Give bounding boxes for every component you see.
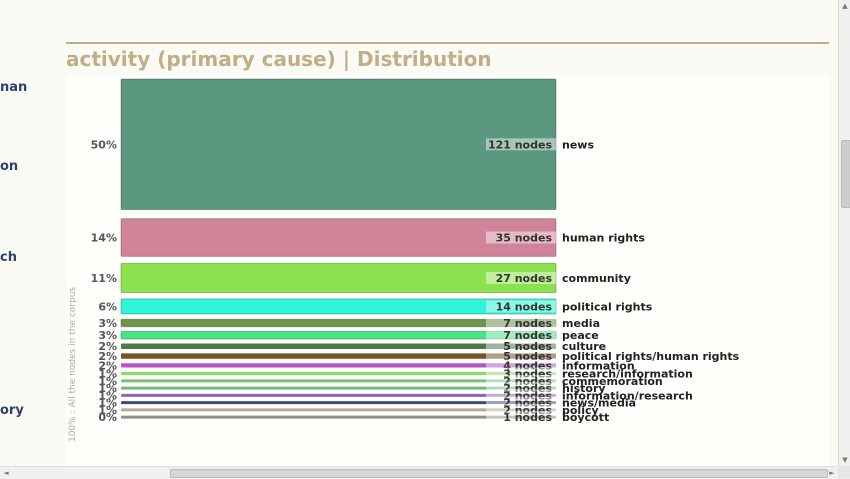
scroll-right-arrow-icon[interactable]: ►: [829, 469, 835, 477]
distribution-chart: 50% 121 nodes news 14% 35 nodes human rights 1…: [91, 78, 740, 424]
left-fragment-1[interactable]: nan: [0, 80, 28, 95]
value-label-bg-information-research: [486, 389, 556, 402]
category-label-peace: peace: [562, 329, 599, 342]
category-label-media: media: [562, 317, 600, 330]
percent-label-community: 11%: [91, 272, 117, 285]
percent-label-peace: 3%: [98, 329, 117, 342]
value-label-community: 27 nodes: [496, 272, 553, 285]
percent-label-human-rights: 14%: [91, 232, 117, 245]
bar-commemoration: [121, 379, 556, 383]
value-label-news: 121 nodes: [488, 138, 553, 151]
category-label-political-rights-human-rights: political rights/human rights: [562, 350, 740, 363]
category-label-history: history: [562, 382, 606, 395]
value-label-culture: 5 nodes: [503, 340, 552, 353]
left-fragment-2[interactable]: on: [0, 159, 19, 174]
bar-media: [120, 318, 557, 328]
bar-research-information: [121, 371, 556, 376]
value-label-bg-boycott: [486, 411, 556, 424]
value-label-bg-news-media: [486, 396, 556, 409]
value-label-bg-media: [486, 317, 556, 330]
horizontal-scrollbar[interactable]: ◄ ►: [0, 466, 850, 479]
bar-boycott: [121, 415, 556, 419]
value-label-bg-peace: [486, 329, 556, 342]
value-label-political-rights-human-rights: 5 nodes: [503, 350, 552, 363]
distribution-chart-panel: 100% : All the nodes in the corpus 50% 12…: [66, 75, 829, 466]
value-label-media: 7 nodes: [503, 317, 552, 330]
category-label-culture: culture: [562, 340, 606, 353]
value-label-political-rights: 14 nodes: [496, 300, 553, 313]
bar-news: [120, 78, 557, 211]
bar-history: [121, 386, 556, 390]
value-label-bg-policy: [486, 403, 556, 416]
bar-political-rights: [120, 298, 557, 315]
category-label-boycott: boycott: [562, 411, 609, 424]
value-label-bg-culture: [486, 340, 556, 353]
bar-policy: [121, 408, 556, 412]
percent-label-policy: 1%: [98, 404, 117, 417]
percent-label-information: 2%: [98, 359, 117, 372]
percent-label-political-rights-human-rights: 2%: [98, 350, 117, 363]
value-label-bg-commemoration: [486, 374, 556, 387]
bar-community: [120, 262, 557, 294]
horizontal-scroll-thumb[interactable]: [170, 469, 828, 478]
value-label-policy: 2 nodes: [503, 404, 552, 417]
value-label-bg-information: [486, 359, 556, 372]
percent-label-commemoration: 1%: [98, 375, 117, 388]
heading-rule: [66, 42, 829, 44]
percent-label-news-media: 1%: [98, 397, 117, 410]
value-label-bg-history: [486, 382, 556, 395]
category-label-community: community: [562, 272, 631, 285]
value-label-history: 2 nodes: [503, 382, 552, 395]
category-label-policy: policy: [562, 404, 599, 417]
category-label-human-rights: human rights: [562, 232, 645, 245]
scroll-down-arrow-icon[interactable]: ▼: [842, 456, 848, 464]
value-label-information: 4 nodes: [503, 359, 552, 372]
value-label-peace: 7 nodes: [503, 329, 552, 342]
value-label-commemoration: 2 nodes: [503, 375, 552, 388]
bar-peace: [120, 330, 557, 340]
category-label-news-media: news/media: [562, 397, 636, 410]
percent-label-media: 3%: [98, 317, 117, 330]
value-label-bg-political-rights-human-rights: [486, 350, 556, 363]
value-label-news-media: 2 nodes: [503, 397, 552, 410]
percent-label-information-research: 1%: [98, 389, 117, 402]
value-label-bg-news: [486, 138, 556, 151]
category-label-news: news: [562, 138, 594, 151]
percent-label-news: 50%: [91, 138, 117, 151]
category-label-research-information: research/information: [562, 367, 693, 380]
category-label-political-rights: political rights: [562, 300, 653, 313]
value-label-boycott: 1 nodes: [503, 411, 552, 424]
percent-label-history: 1%: [98, 382, 117, 395]
vertical-scrollbar[interactable]: ▲ ▼: [838, 0, 850, 466]
scroll-left-arrow-icon[interactable]: ◄: [3, 469, 9, 477]
value-label-research-information: 3 nodes: [503, 367, 552, 380]
category-label-information: information: [562, 359, 635, 372]
scrollbar-corner: [838, 466, 850, 478]
category-label-commemoration: commemoration: [562, 375, 663, 388]
bar-human-rights: [120, 218, 557, 257]
value-label-bg-human-rights: [486, 231, 556, 244]
value-label-human-rights: 35 nodes: [496, 232, 553, 245]
value-label-bg-community: [486, 271, 556, 284]
category-label-information-research: information/research: [562, 389, 693, 402]
value-label-bg-political-rights: [486, 300, 556, 313]
scroll-up-arrow-icon[interactable]: ▲: [842, 2, 848, 10]
bar-information: [121, 363, 556, 368]
vertical-scroll-thumb[interactable]: [841, 140, 850, 208]
percent-label-culture: 2%: [98, 340, 117, 353]
left-fragment-4[interactable]: ory: [0, 403, 24, 418]
page-title: activity (primary cause) | Distribution: [66, 47, 492, 71]
bar-political-rights-human-rights: [121, 353, 556, 359]
bar-culture: [121, 343, 556, 349]
percent-label-research-information: 1%: [98, 367, 117, 380]
value-label-information-research: 2 nodes: [503, 389, 552, 402]
value-label-bg-research-information: [486, 367, 556, 380]
bar-news-media: [121, 401, 556, 405]
percent-label-boycott: 0%: [98, 411, 117, 424]
bar-information-research: [121, 393, 556, 397]
percent-label-political-rights: 6%: [98, 300, 117, 313]
left-fragment-3[interactable]: ch: [0, 250, 17, 265]
